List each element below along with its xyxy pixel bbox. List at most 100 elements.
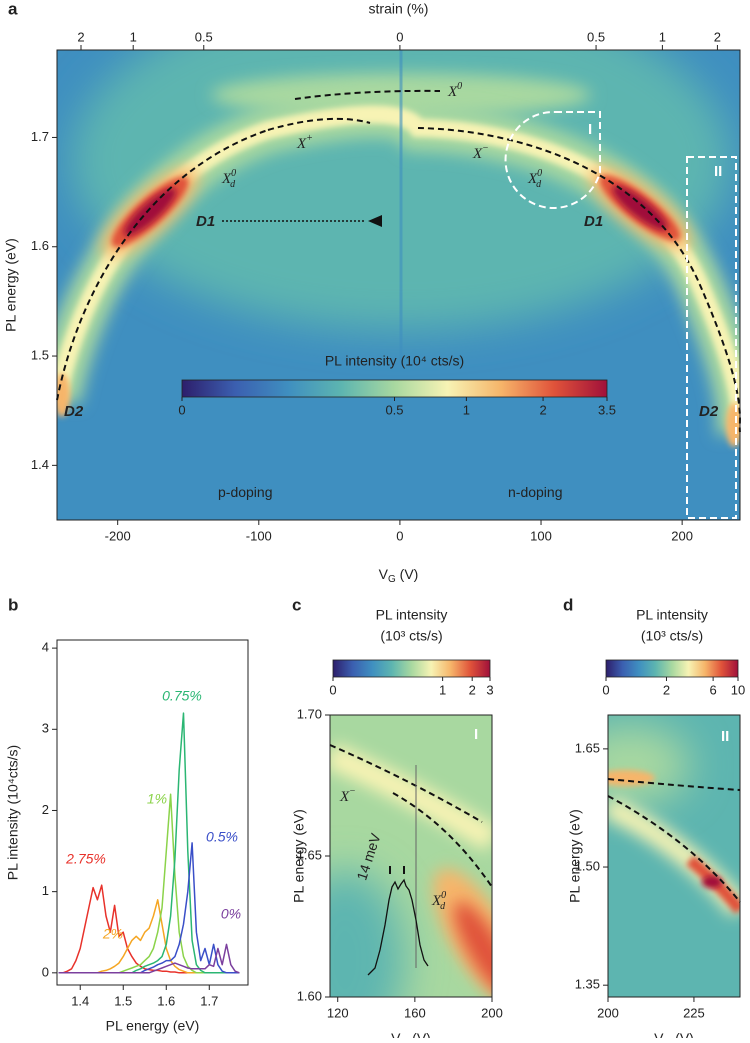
colorbar-tick-label: 1 [439, 682, 446, 697]
heat-hot [702, 876, 722, 888]
y-tick-label: 1.60 [297, 988, 322, 1003]
y-tick-label: 1.65 [575, 740, 600, 755]
y-tick-label: 1.5 [31, 347, 49, 362]
x-tick-label: 200 [671, 528, 693, 543]
colorbar-tick-label: 2 [539, 402, 546, 417]
series-label: 1% [147, 791, 167, 807]
x-tick-label: 1.7 [200, 993, 218, 1008]
annotation-text: II [721, 728, 729, 745]
annotation: I [588, 121, 592, 138]
panel-letter: a [8, 0, 18, 18]
annotation-text: n-doping [508, 484, 563, 500]
x2-tick-label: 2 [77, 29, 84, 44]
x-axis-label: PL energy (eV) [106, 1018, 200, 1034]
x-axis-label-part: (V) [408, 1030, 431, 1038]
annotation-text: I [588, 121, 592, 138]
x2-axis-label: strain (%) [369, 1, 429, 17]
y-tick-label: 1.7 [31, 129, 49, 144]
annotation-text: D1 [584, 213, 603, 230]
x-tick-label: 225 [683, 1005, 705, 1020]
series-label: 0.75% [162, 688, 202, 704]
colorbar-tick-label: 0 [329, 682, 336, 697]
y-tick-label: 3 [42, 721, 49, 736]
x2-tick-label: 1 [659, 29, 666, 44]
y-axis-label: PL intensity (10⁴cts/s) [5, 745, 21, 880]
y-axis-label: PL energy (eV) [3, 238, 19, 332]
x-tick-label: 160 [404, 1005, 426, 1020]
x-tick-label: -100 [246, 528, 272, 543]
annotation-sup: 0 [457, 81, 462, 92]
colorbar-tick-label: 6 [710, 682, 717, 697]
spectrum-line [59, 794, 240, 973]
plot-frame [57, 640, 248, 985]
x-tick-label: 100 [530, 528, 552, 543]
annotation: D1 [196, 213, 215, 230]
annotation-sup: − [349, 786, 356, 797]
colorbar-tick-label: 3.5 [598, 402, 616, 417]
y-tick-label: 1.35 [575, 977, 600, 992]
colorbar-title: PL intensity (10⁴ cts/s) [325, 353, 464, 369]
y-tick-label: 1 [42, 883, 49, 898]
heatmap-c [285, 715, 540, 1038]
panel-letter: d [563, 595, 573, 614]
annotation: II [721, 728, 729, 745]
annotation-sup: + [306, 133, 313, 144]
colorbar [333, 660, 490, 677]
colorbar-tick-label: 3 [486, 682, 493, 697]
annotation-sup: 0 [441, 890, 446, 901]
x-tick-label: 120 [327, 1005, 349, 1020]
colorbar-tick-label: 0 [178, 402, 185, 417]
colorbar-tick-label: 10 [731, 682, 745, 697]
x2-tick-label: 0.5 [195, 29, 213, 44]
y-tick-label: 1.70 [297, 706, 322, 721]
series-label: 2% [102, 926, 123, 942]
annotation: I [474, 726, 478, 743]
annotation: II [714, 163, 722, 180]
annotation: n-doping [508, 484, 563, 500]
colorbar-title: (10³ cts/s) [380, 628, 442, 644]
annotation: p-doping [218, 484, 273, 500]
colorbar-title: (10³ cts/s) [641, 628, 703, 644]
annotation: D2 [699, 403, 719, 420]
colorbar-tick-label: 0 [602, 682, 609, 697]
y-tick-label: 4 [42, 640, 49, 655]
series-label: 0% [221, 906, 241, 922]
colorbar-title: PL intensity [636, 607, 708, 623]
heat-glow [570, 725, 690, 805]
x-tick-label: 0 [396, 528, 403, 543]
colorbar-tick-label: 2 [469, 682, 476, 697]
y-axis-label: PL energy (eV) [567, 809, 583, 903]
y-tick-label: 0 [42, 964, 49, 979]
y-axis-label: PL energy (eV) [291, 809, 307, 903]
y-tick-label: 1.4 [31, 457, 49, 472]
annotation-text: D1 [196, 213, 215, 230]
x-axis-label-part: (V) [396, 566, 419, 582]
colorbar-tick-label: 0.5 [385, 402, 403, 417]
panel-letter: c [292, 595, 301, 614]
x2-tick-label: 1 [130, 29, 137, 44]
colorbar-tick-label: 2 [663, 682, 670, 697]
x-axis-label: VG (V) [391, 1030, 431, 1038]
series-label: 0.5% [206, 829, 238, 845]
x2-tick-label: 0.5 [587, 29, 605, 44]
x-axis-label: VG (V) [654, 1030, 694, 1038]
heatmap-a [54, 0, 742, 520]
annotation-text: D2 [699, 403, 719, 420]
x-tick-label: 200 [597, 1005, 619, 1020]
x-tick-label: 1.4 [71, 993, 89, 1008]
x-axis-label-part: (V) [671, 1030, 694, 1038]
y-tick-label: 1.6 [31, 238, 49, 253]
x-axis-label: VG (V) [379, 566, 419, 585]
panel-letter: b [8, 595, 18, 614]
colorbar-title: PL intensity [376, 607, 448, 623]
annotation: D1 [584, 213, 603, 230]
annotation: D2 [64, 403, 84, 420]
colorbar-tick-label: 1 [463, 402, 470, 417]
y-tick-label: 2 [42, 802, 49, 817]
colorbar [182, 380, 607, 397]
